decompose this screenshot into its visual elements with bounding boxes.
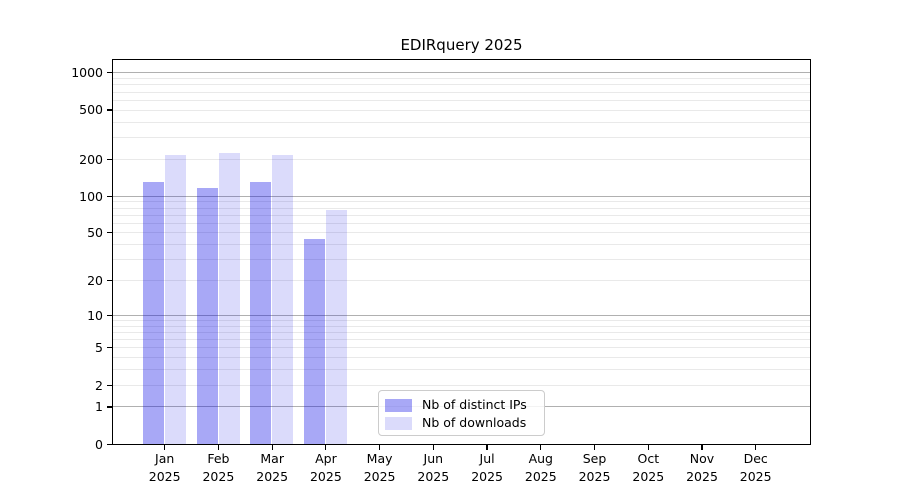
- x-tick-mark: [647, 445, 649, 450]
- y-tick-mark: [107, 232, 112, 234]
- y-tick-label-50: 50: [87, 225, 103, 241]
- y-tick-label-10: 10: [87, 307, 103, 323]
- major-gridline: [112, 72, 810, 74]
- minor-gridline: [112, 232, 810, 234]
- legend-label-downloads: Nb of downloads: [422, 415, 527, 430]
- minor-gridline: [112, 244, 810, 245]
- minor-gridline: [112, 78, 810, 79]
- minor-gridline: [112, 84, 810, 86]
- minor-gridline: [112, 222, 810, 224]
- x-tick-mark: [325, 445, 327, 450]
- minor-gridline: [112, 331, 810, 333]
- y-tick-mark: [107, 347, 112, 349]
- y-tick-mark: [107, 314, 112, 316]
- x-tick-mark: [379, 445, 381, 450]
- minor-gridline: [112, 99, 810, 101]
- x-tick-label-sep: Sep 2025: [578, 451, 611, 484]
- bar-apr-distinct-ips: [304, 239, 325, 444]
- x-tick-mark: [701, 445, 703, 450]
- x-tick-label-jan: Jan 2025: [148, 451, 181, 484]
- x-tick-mark: [271, 445, 273, 450]
- minor-gridline: [112, 357, 810, 359]
- legend-label-distinct-ips: Nb of distinct IPs: [422, 397, 527, 412]
- y-tick-label-20: 20: [87, 272, 103, 288]
- minor-gridline: [112, 136, 810, 138]
- minor-gridline: [112, 109, 810, 111]
- major-gridline: [112, 195, 810, 197]
- x-tick-label-apr: Apr 2025: [309, 451, 342, 484]
- bar-mar-downloads: [272, 154, 294, 444]
- y-tick-mark: [107, 158, 112, 160]
- x-tick-label-aug: Aug 2025: [524, 451, 557, 484]
- minor-gridline: [112, 259, 810, 261]
- plot-area: [111, 58, 811, 445]
- x-tick-mark: [540, 445, 542, 450]
- chart-title: EDIRquery 2025: [400, 36, 523, 54]
- y-tick-label-200: 200: [79, 151, 103, 167]
- x-tick-label-mar: Mar 2025: [256, 451, 289, 484]
- bar-jan-downloads: [164, 154, 186, 444]
- x-tick-label-oct: Oct 2025: [632, 451, 665, 484]
- minor-gridline: [112, 214, 810, 216]
- x-tick-label-jul: Jul 2025: [471, 451, 503, 484]
- y-tick-mark: [107, 443, 112, 445]
- x-tick-label-jun: Jun 2025: [417, 451, 450, 484]
- legend-swatch-distinct-ips: [385, 398, 412, 412]
- x-tick-label-may: May 2025: [363, 451, 396, 484]
- y-tick-label-500: 500: [79, 102, 103, 118]
- y-tick-mark: [107, 406, 112, 408]
- x-tick-mark: [486, 445, 488, 450]
- bar-feb-distinct-ips: [196, 187, 218, 444]
- minor-gridline: [112, 158, 810, 160]
- bar-mar-distinct-ips: [250, 181, 272, 444]
- x-tick-mark: [164, 445, 166, 450]
- y-tick-label-0: 0: [95, 436, 103, 452]
- minor-gridline: [112, 384, 810, 386]
- legend-row-downloads: Nb of downloads: [385, 414, 536, 432]
- minor-gridline: [112, 369, 810, 371]
- legend-swatch-downloads: [385, 416, 412, 430]
- y-tick-label-100: 100: [79, 188, 103, 204]
- y-tick-mark: [107, 109, 112, 111]
- y-tick-mark: [107, 195, 112, 197]
- minor-gridline: [112, 91, 810, 93]
- x-tick-mark: [217, 445, 220, 450]
- minor-gridline: [112, 201, 810, 203]
- major-gridline: [112, 314, 810, 316]
- x-tick-mark: [593, 445, 596, 450]
- minor-gridline: [112, 339, 810, 340]
- x-tick-label-dec: Dec 2025: [739, 451, 772, 484]
- legend-row-distinct-ips: Nb of distinct IPs: [385, 396, 536, 414]
- y-tick-mark: [107, 384, 112, 386]
- legend: Nb of distinct IPs Nb of downloads: [378, 390, 545, 436]
- y-tick-label-1: 1: [95, 399, 103, 415]
- y-tick-label-1000: 1000: [71, 65, 103, 81]
- y-tick-label-5: 5: [95, 340, 103, 356]
- minor-gridline: [112, 325, 810, 327]
- minor-gridline: [112, 207, 810, 209]
- minor-gridline: [112, 319, 810, 321]
- bar-jan-distinct-ips: [142, 181, 164, 444]
- x-tick-mark: [755, 445, 757, 450]
- bar-apr-downloads: [326, 210, 347, 444]
- minor-gridline: [112, 121, 810, 123]
- minor-gridline: [112, 280, 810, 281]
- minor-gridline: [112, 347, 810, 349]
- y-tick-mark: [107, 72, 112, 74]
- bar-feb-downloads: [218, 153, 240, 444]
- y-tick-label-2: 2: [95, 377, 103, 393]
- x-tick-label-nov: Nov 2025: [686, 451, 718, 484]
- x-tick-mark: [432, 445, 434, 450]
- y-tick-mark: [107, 279, 112, 282]
- x-tick-label-feb: Feb 2025: [202, 451, 235, 484]
